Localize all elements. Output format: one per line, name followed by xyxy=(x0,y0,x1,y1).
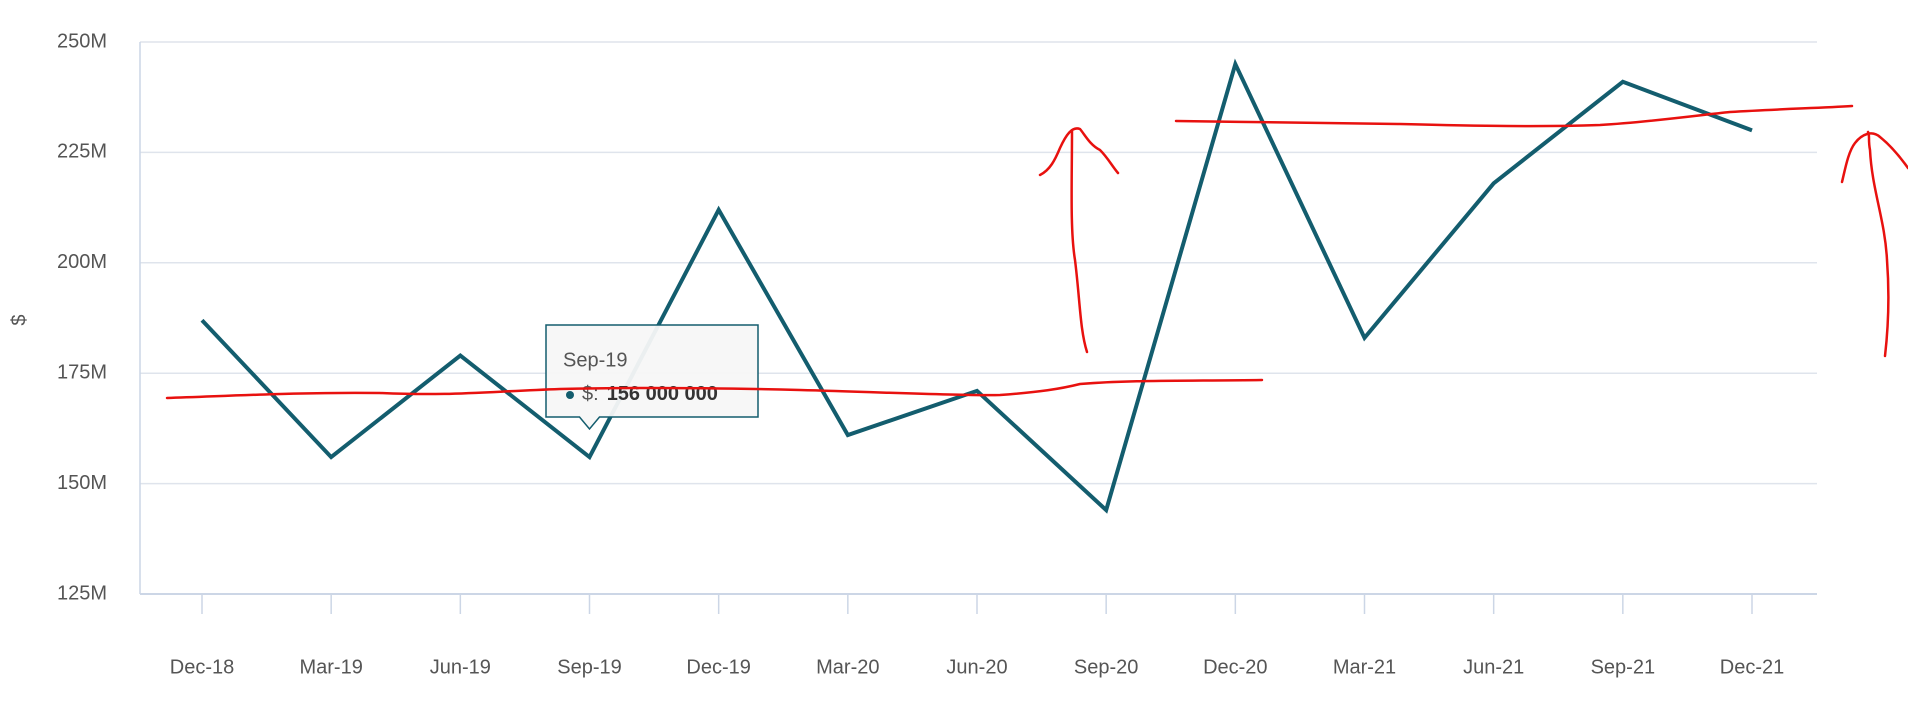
x-tick-label: Dec-19 xyxy=(686,656,750,678)
annotation-line xyxy=(165,378,1264,400)
annotation-arrow xyxy=(1840,130,1908,358)
tooltip-marker xyxy=(566,391,574,399)
tooltip: Sep-19 $: 156 000 000 xyxy=(545,324,759,431)
x-tick-label: Jun-21 xyxy=(1463,656,1524,678)
plot xyxy=(200,58,1753,514)
x-tick-label: Sep-20 xyxy=(1074,656,1139,678)
y-tick-label: 150M xyxy=(57,472,107,494)
tooltip-box xyxy=(545,324,759,431)
y-tick-label: 125M xyxy=(57,582,107,604)
x-tick-label: Dec-20 xyxy=(1203,656,1267,678)
annotation-arrow xyxy=(1038,127,1120,354)
tooltip-value: 156 000 000 xyxy=(607,383,718,405)
x-tick-label: Jun-20 xyxy=(946,656,1007,678)
x-tick-label: Mar-20 xyxy=(816,656,879,678)
y-tick-label: 225M xyxy=(57,141,107,163)
y-tick-label: 200M xyxy=(57,251,107,273)
x-tick-label: Dec-18 xyxy=(170,656,234,678)
grid: 125M 150M 175M 200M 225M 250M Dec-18 Mar-19 Jun-… xyxy=(57,30,1817,678)
annotation-line xyxy=(1174,104,1854,128)
y-tick-label: 175M xyxy=(57,361,107,383)
x-tick-label: Dec-21 xyxy=(1720,656,1784,678)
x-tick-label: Mar-21 xyxy=(1333,656,1396,678)
series-line xyxy=(200,58,1753,514)
y-axis-label: $ xyxy=(8,314,30,325)
x-tick-label: Sep-19 xyxy=(557,656,622,678)
y-tick-label: 250M xyxy=(57,30,107,52)
tooltip-title: Sep-19 xyxy=(563,349,628,371)
x-tick-label: Mar-19 xyxy=(299,656,362,678)
x-tick-label: Sep-21 xyxy=(1591,656,1656,678)
tooltip-series: $: xyxy=(582,383,599,405)
x-tick-label: Jun-19 xyxy=(430,656,491,678)
hand-annotations xyxy=(165,104,1908,400)
